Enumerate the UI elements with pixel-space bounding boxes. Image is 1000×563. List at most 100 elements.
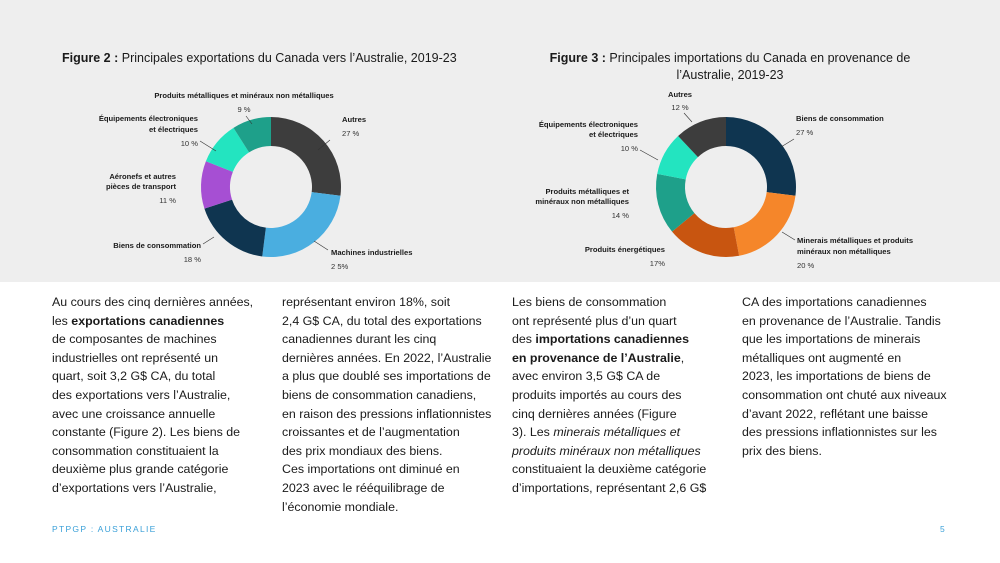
slice-label: Machines industrielles bbox=[331, 248, 412, 257]
text-run: des bbox=[512, 332, 536, 347]
slice-percent: 20 % bbox=[797, 261, 815, 270]
bold-text: importations canadiennes bbox=[535, 332, 689, 347]
donut-slice bbox=[262, 192, 341, 257]
figure-2-title-text: Principales exportations du Canada vers … bbox=[121, 51, 457, 65]
text-line: produits minéraux non métalliques bbox=[512, 442, 722, 461]
text-run: Les biens de consommation bbox=[512, 295, 667, 309]
text-run: des pressions inflationnistes sur les bbox=[742, 425, 937, 440]
leader-line bbox=[683, 112, 693, 123]
text-line: 2023, les importations de biens de bbox=[742, 367, 952, 386]
text-run: des exportations vers l’Australie, bbox=[52, 387, 231, 402]
slice-label: Autres bbox=[668, 90, 692, 99]
donut-slice bbox=[233, 117, 271, 153]
donut-slice bbox=[672, 213, 740, 257]
text-run: consommation constituaient la bbox=[52, 443, 219, 458]
slice-label: Produits métalliques et minéraux non mét… bbox=[154, 91, 333, 100]
text-run: 2023, les importations de biens de bbox=[742, 369, 931, 384]
text-run: , bbox=[680, 350, 685, 365]
leader-line bbox=[780, 138, 795, 148]
text-line: des prix mondiaux des biens. bbox=[282, 442, 492, 461]
slice-label: Équipements électroniques bbox=[99, 114, 198, 123]
leader-line bbox=[313, 240, 329, 251]
text-line: d’importations, représentant 2,6 G$ bbox=[512, 479, 722, 498]
figure-3-number: Figure 3 : bbox=[549, 51, 606, 65]
text-line: cinq dernières années (Figure bbox=[512, 405, 722, 424]
figure-2-number: Figure 2 : bbox=[62, 51, 119, 65]
leader-line bbox=[199, 140, 217, 152]
donut-slice bbox=[733, 192, 796, 256]
bold-text: exportations canadiennes bbox=[71, 313, 225, 328]
figure-3-title-line-2: l’Australie, 2019-23 bbox=[676, 68, 784, 82]
text-run: d’exportations vers l’Australie, bbox=[52, 480, 217, 495]
text-run: Au cours des cinq dernières années, bbox=[52, 295, 254, 309]
donut-slice bbox=[656, 173, 695, 232]
text-line: en provenance de l’Australie. Tandis bbox=[742, 312, 952, 331]
text-run: de composantes de machines bbox=[52, 332, 217, 347]
text-line: 3). Les minerais métalliques et bbox=[512, 423, 722, 442]
leader-line bbox=[245, 115, 253, 125]
slice-label: Aéronefs et autres bbox=[109, 172, 176, 181]
text-line: constante (Figure 2). Les biens de bbox=[52, 423, 262, 442]
text-line: représentant environ 18%, soit bbox=[282, 293, 492, 312]
text-run: industrielles ont représenté un bbox=[52, 350, 218, 365]
footer-section-label: PTPGP : AUSTRALIE bbox=[52, 524, 157, 534]
text-run: biens de consommation canadiens, bbox=[282, 387, 477, 402]
text-column-4: CA des importations canadiennes en proven… bbox=[742, 293, 952, 460]
text-line: des exportations vers l’Australie, bbox=[52, 386, 262, 405]
text-run: canadiennes durant les cinq bbox=[282, 332, 437, 347]
italic-text: minerais métalliques et bbox=[553, 425, 681, 440]
donut-slice bbox=[205, 127, 250, 172]
text-run: Ces importations ont diminué en bbox=[282, 462, 460, 477]
text-run: que les importations de minerais bbox=[742, 332, 921, 347]
text-run: ont représenté plus d’un quart bbox=[512, 313, 677, 328]
text-run: cinq dernières années (Figure bbox=[512, 406, 677, 421]
donut-charts: Autres 27 % Machines industrielles 2 5% Bien… bbox=[99, 90, 913, 271]
text-line: Au cours des cinq dernières années, bbox=[52, 293, 262, 312]
leader-line bbox=[781, 231, 796, 241]
donut-slice bbox=[657, 135, 698, 180]
text-run: 2,4 G$ CA, du total des exportations bbox=[282, 313, 482, 328]
donut-slice bbox=[271, 117, 341, 196]
slice-label: Produits métalliques et bbox=[545, 187, 629, 196]
text-run: croissantes et de l’augmentation bbox=[282, 425, 460, 440]
text-line: CA des importations canadiennes bbox=[742, 293, 952, 312]
text-run: d’importations, représentant 2,6 G$ bbox=[512, 480, 707, 495]
text-line: d’exportations vers l’Australie, bbox=[52, 479, 262, 498]
slice-label: et électriques bbox=[589, 130, 638, 139]
text-column-1: Au cours des cinq dernières années, les e… bbox=[52, 293, 262, 498]
text-line: les exportations canadiennes bbox=[52, 312, 262, 331]
text-run: avec environ 3,5 G$ CA de bbox=[512, 369, 661, 384]
text-run: a plus que doublé ses importations de bbox=[282, 369, 491, 384]
text-run: d’avant 2022, reflétant une baisse bbox=[742, 406, 928, 421]
text-line: en raison des pressions inflationnistes bbox=[282, 405, 492, 424]
italic-text: produits minéraux non métalliques bbox=[512, 443, 701, 458]
text-line: avec environ 3,5 G$ CA de bbox=[512, 367, 722, 386]
text-line: quart, soit 3,2 G$ CA, du total bbox=[52, 367, 262, 386]
donut-slice bbox=[201, 161, 233, 209]
slice-label: Équipements électroniques bbox=[539, 120, 638, 129]
figure-2-title: Figure 2 : Principales exportations du C… bbox=[62, 50, 502, 67]
leader-line bbox=[202, 236, 215, 245]
text-line: constituaient la deuxième catégorie bbox=[512, 460, 722, 479]
slice-label: Produits énergétiques bbox=[585, 245, 665, 254]
slice-label: et électriques bbox=[149, 125, 198, 134]
slice-percent: 27 % bbox=[796, 128, 814, 137]
text-line: deuxième plus grande catégorie bbox=[52, 460, 262, 479]
text-column-2: représentant environ 18%, soit 2,4 G$ CA,… bbox=[282, 293, 492, 516]
text-line: Ces importations ont diminué en bbox=[282, 460, 492, 479]
slice-percent: 14 % bbox=[612, 211, 630, 220]
text-run: en provenance de l’Australie. Tandis bbox=[742, 313, 941, 328]
figure-3-title: Figure 3 : Principales importations du C… bbox=[520, 50, 940, 84]
text-line: avec une croissance annuelle bbox=[52, 405, 262, 424]
text-line: a plus que doublé ses importations de bbox=[282, 367, 492, 386]
text-line: canadiennes durant les cinq bbox=[282, 330, 492, 349]
text-run: représentant environ 18%, soit bbox=[282, 295, 451, 309]
text-line: consommation constituaient la bbox=[52, 442, 262, 461]
figure-3-title-line-1: Principales importations du Canada en pr… bbox=[609, 51, 911, 65]
text-line: 2023 avec le rééquilibrage de bbox=[282, 479, 492, 498]
text-line: produits importés au cours des bbox=[512, 386, 722, 405]
donut-slice bbox=[726, 117, 797, 196]
slice-percent: 2 5% bbox=[331, 262, 349, 271]
text-run: 2023 avec le rééquilibrage de bbox=[282, 480, 445, 495]
slice-label: Autres bbox=[342, 115, 366, 124]
